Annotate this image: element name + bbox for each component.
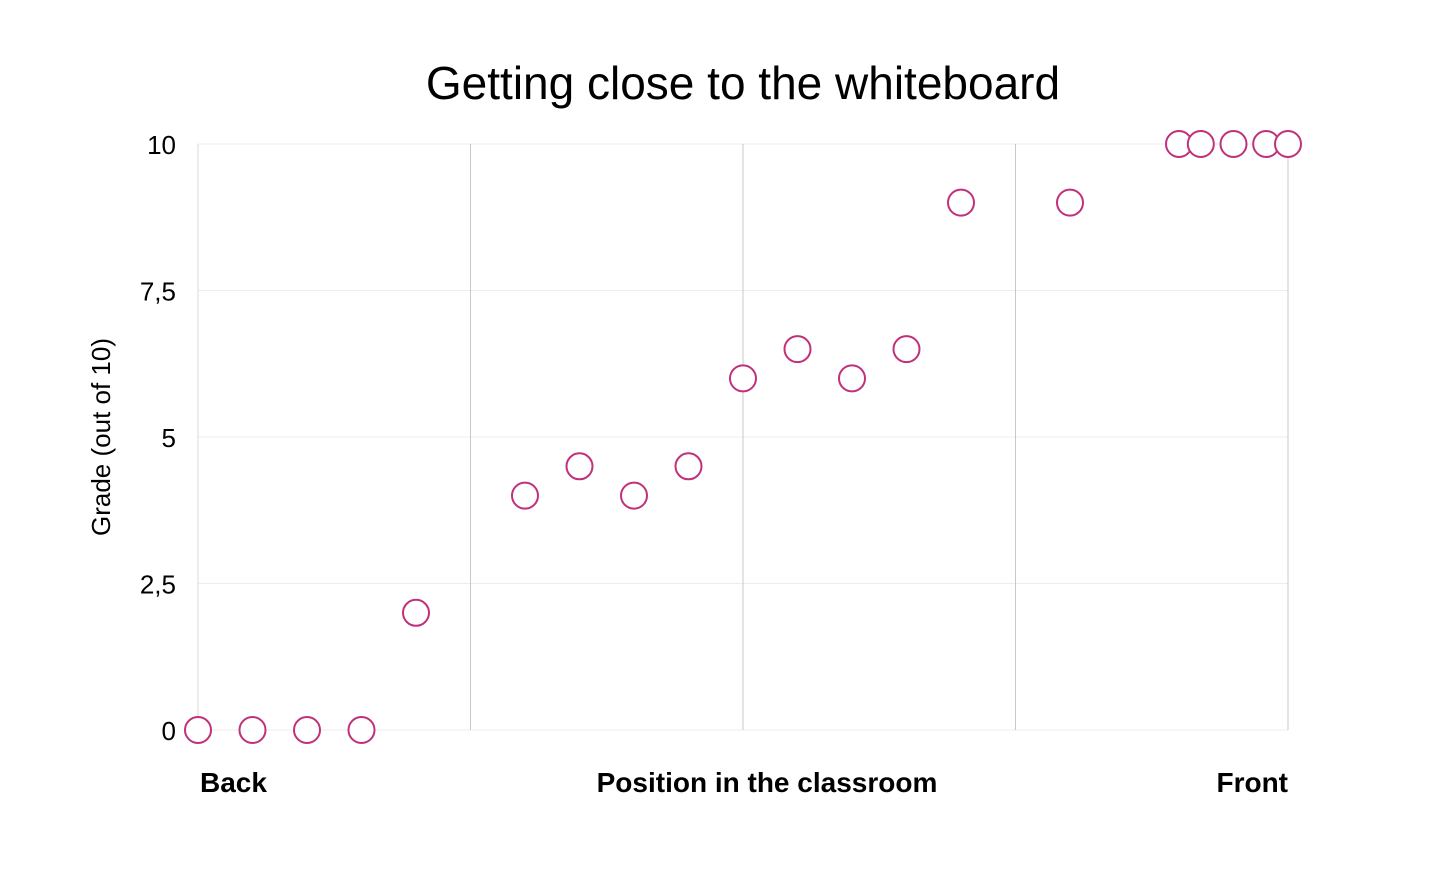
data-point <box>674 452 703 481</box>
y-axis-ticks: 0 2,5 5 7,5 10 <box>140 130 176 746</box>
x-annotation-back: Back <box>200 767 267 798</box>
data-point <box>565 452 594 481</box>
data-point <box>511 481 539 510</box>
data-point <box>347 716 376 744</box>
data-point <box>783 335 812 364</box>
grid-lines <box>197 143 1289 731</box>
data-point <box>238 716 267 744</box>
y-tick-label: 0 <box>162 716 176 746</box>
y-tick-label: 10 <box>147 130 176 160</box>
y-axis-label: Grade (out of 10) <box>86 338 116 536</box>
data-point <box>620 481 648 510</box>
data-point <box>947 188 975 217</box>
y-tick-label: 2,5 <box>140 570 176 600</box>
data-point <box>402 598 430 627</box>
x-axis-label: Position in the classroom <box>597 767 938 798</box>
data-point <box>892 335 921 364</box>
data-points <box>184 130 1302 744</box>
data-point <box>1274 130 1302 158</box>
x-annotation-front: Front <box>1216 767 1288 798</box>
data-point <box>1186 130 1215 158</box>
data-point <box>729 364 757 393</box>
data-point <box>184 716 212 744</box>
y-tick-label: 7,5 <box>140 277 176 307</box>
data-point <box>1056 188 1084 217</box>
data-point <box>293 716 321 744</box>
chart-title: Getting close to the whiteboard <box>426 57 1060 109</box>
data-point <box>1219 130 1248 158</box>
y-tick-label: 5 <box>162 423 176 453</box>
data-point <box>838 364 866 393</box>
